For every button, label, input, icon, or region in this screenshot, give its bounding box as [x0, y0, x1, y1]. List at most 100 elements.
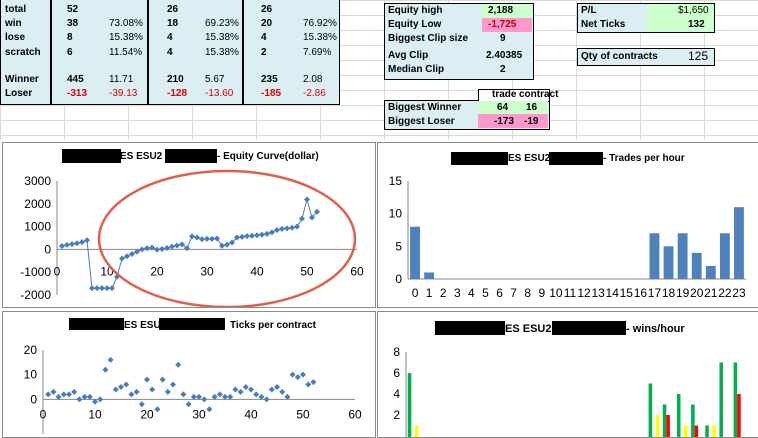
- data-point: [164, 245, 170, 252]
- biggest-clip-value: 9: [500, 33, 506, 44]
- stats-cell-c3: 20: [261, 18, 273, 29]
- data-point: [214, 235, 220, 242]
- x-tick-label: 16: [634, 286, 648, 300]
- stats-cell-c2: 4: [167, 47, 173, 58]
- table-divider: [242, 0, 244, 104]
- stats-cell-c2p: 5.67: [205, 74, 225, 85]
- bar: [407, 373, 412, 437]
- data-point: [258, 393, 265, 400]
- data-point: [154, 406, 161, 413]
- data-point: [253, 391, 260, 398]
- data-point: [279, 225, 285, 232]
- equity-high-cell: [482, 4, 532, 18]
- biggest-col-trade: trade: [492, 89, 517, 100]
- winner-cells: [478, 101, 548, 114]
- data-point: [209, 235, 215, 242]
- biggest-col-contract: contract: [519, 89, 559, 100]
- biggest-winner-trade: 64: [497, 102, 509, 113]
- median-clip-value: 2: [500, 64, 506, 75]
- bar: [737, 394, 741, 437]
- data-point: [133, 388, 140, 395]
- bar: [676, 394, 681, 437]
- bar: [648, 383, 653, 437]
- data-point: [149, 386, 156, 393]
- stats-cell-c3: -185: [261, 88, 282, 99]
- x-tick-label: 9: [538, 286, 545, 300]
- stats-cell-c1: -313: [67, 88, 88, 99]
- x-tick-label: 19: [676, 286, 690, 300]
- redaction-bar: [552, 321, 626, 335]
- data-point: [84, 237, 90, 244]
- x-tick-label: 20: [140, 407, 154, 421]
- biggest-loser-contract: -19: [524, 116, 539, 127]
- y-tick-label: -1000: [20, 265, 51, 279]
- x-tick-label: 8: [524, 286, 531, 300]
- chart-title-suffix: - Trades per hour: [603, 153, 685, 164]
- x-tick-label: 60: [350, 264, 364, 278]
- stats-cell-c2: 18: [167, 18, 179, 29]
- data-point: [124, 253, 130, 260]
- stats-cell-c2p: 15.38%: [205, 32, 239, 43]
- stats-cell-c3: 4: [261, 32, 267, 43]
- data-point: [69, 241, 75, 248]
- stats-cell-c1: 38: [67, 18, 79, 29]
- avg-clip-value: 2.40385: [486, 50, 523, 61]
- x-tick-label: 50: [300, 264, 314, 278]
- stats-cell-c3p: 7.69%: [303, 47, 332, 58]
- stats-cell-c1: 8: [67, 32, 73, 43]
- y-tick-label: 2: [393, 408, 400, 422]
- stats-cell-label: Winner: [5, 74, 39, 85]
- y-tick-label: 3000: [24, 174, 51, 188]
- data-point: [185, 401, 192, 408]
- data-point: [222, 393, 228, 400]
- net-ticks-value: 132: [688, 19, 705, 30]
- pl-cell: [647, 4, 713, 18]
- data-point: [254, 232, 260, 239]
- avg-clip-label: Avg Clip: [388, 50, 429, 61]
- data-point: [239, 233, 245, 240]
- stats-cell-c1p: 11.71: [109, 74, 134, 85]
- x-tick-label: 10: [88, 407, 102, 421]
- data-point: [305, 381, 312, 388]
- data-point: [76, 396, 83, 403]
- data-point: [264, 230, 270, 237]
- data-point: [112, 386, 119, 393]
- data-point: [99, 285, 105, 292]
- data-point: [234, 234, 240, 241]
- stats-cell-c1: 6: [67, 47, 73, 58]
- stats-cell-label: Loser: [5, 88, 33, 99]
- bar: [655, 415, 660, 437]
- data-point: [201, 396, 208, 403]
- table-divider: [147, 0, 149, 104]
- bar: [691, 404, 695, 437]
- table-divider: [50, 0, 52, 104]
- redaction-bar: [62, 149, 121, 163]
- data-point: [179, 241, 185, 248]
- data-point: [232, 386, 239, 393]
- biggest-loser-label: Biggest Loser: [388, 116, 455, 127]
- y-tick-label: 8: [393, 345, 400, 359]
- bar: [424, 272, 435, 279]
- data-point: [102, 366, 109, 373]
- data-point: [79, 239, 85, 246]
- data-point: [60, 391, 67, 398]
- stats-cell-c2: -128: [167, 88, 188, 99]
- x-tick-label: 40: [244, 407, 258, 421]
- y-tick-label: 6: [393, 366, 400, 380]
- stats-cell-c2p: -13.60: [205, 88, 234, 99]
- equity-low-value: -1,725: [488, 19, 517, 30]
- data-point: [189, 233, 195, 240]
- chart-title-prefix: ES ESU2: [505, 323, 552, 335]
- median-clip-label: Median Clip: [388, 64, 445, 75]
- stats-cell-label: win: [5, 18, 22, 29]
- data-point: [227, 393, 234, 400]
- chart-title-prefix: ES ESU2: [124, 320, 167, 331]
- stats-cell-label: total: [5, 4, 27, 15]
- x-tick-label: 20: [690, 286, 704, 300]
- y-tick-label: 15: [389, 174, 403, 188]
- data-point: [289, 224, 295, 231]
- data-point: [164, 388, 171, 395]
- data-point: [294, 223, 300, 230]
- y-tick-label: 1000: [24, 220, 51, 234]
